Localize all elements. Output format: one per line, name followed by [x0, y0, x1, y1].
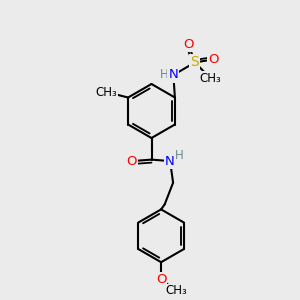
Text: H: H: [160, 68, 169, 81]
Text: CH₃: CH₃: [166, 284, 188, 298]
Text: S: S: [190, 56, 200, 69]
Text: O: O: [156, 273, 166, 286]
Text: O: O: [127, 154, 137, 168]
Text: H: H: [175, 149, 184, 162]
Text: O: O: [183, 38, 194, 51]
Text: N: N: [169, 68, 178, 82]
Text: O: O: [208, 53, 219, 66]
Text: CH₃: CH₃: [96, 85, 117, 99]
Text: N: N: [165, 154, 175, 168]
Text: CH₃: CH₃: [199, 71, 221, 85]
